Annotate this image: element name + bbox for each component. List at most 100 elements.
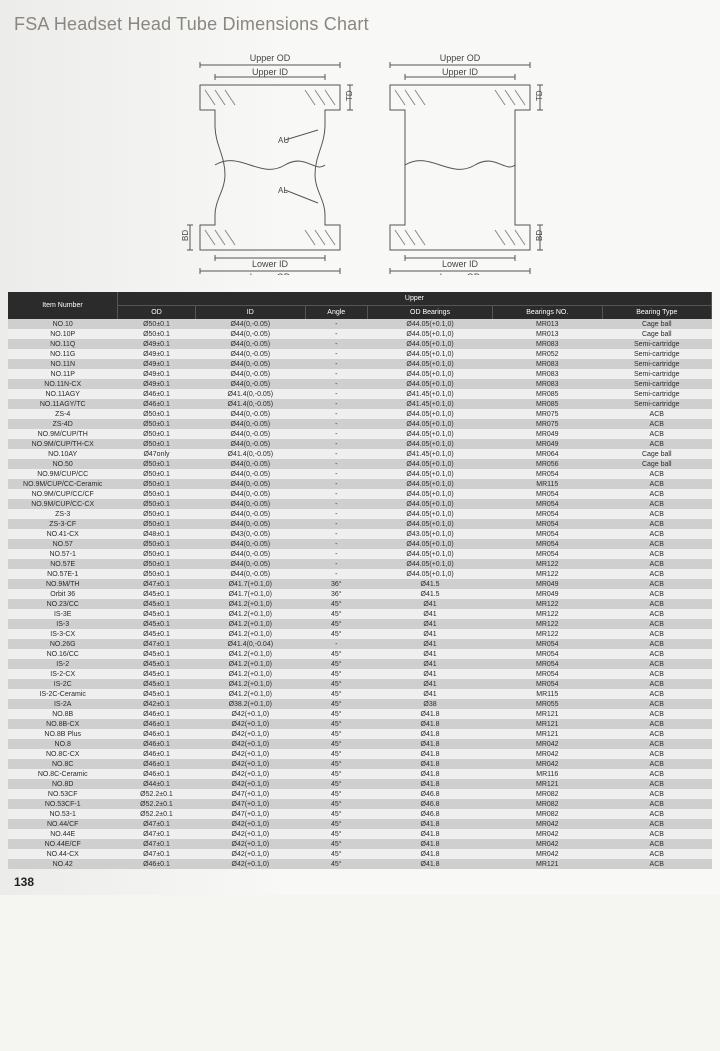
cell-odb: Ø41.8 — [368, 759, 493, 769]
cell-odb: Ø44.05(+0.1,0) — [368, 499, 493, 509]
cell-bt: ACB — [602, 809, 712, 819]
cell-odb: Ø44.05(+0.1,0) — [368, 359, 493, 369]
cell-angle: - — [305, 379, 368, 389]
cell-item: ZS-4 — [8, 409, 117, 419]
cell-id: Ø47(+0.1,0) — [196, 809, 305, 819]
cell-od: Ø50±0.1 — [117, 429, 195, 439]
cell-od: Ø46±0.1 — [117, 719, 195, 729]
cell-od: Ø52.2±0.1 — [117, 789, 195, 799]
cell-item: IS-3 — [8, 619, 117, 629]
cell-od: Ø50±0.1 — [117, 559, 195, 569]
cell-item: NO.9M/CUP/TH — [8, 429, 117, 439]
cell-odb: Ø44.05(+0.1,0) — [368, 349, 493, 359]
cell-od: Ø45±0.1 — [117, 629, 195, 639]
cell-od: Ø45±0.1 — [117, 689, 195, 699]
cell-bno: MR042 — [493, 739, 602, 749]
cell-od: Ø50±0.1 — [117, 499, 195, 509]
table-row: NO.9M/THØ47±0.1Ø41.7(+0.1,0)36°Ø41.5MR04… — [8, 579, 712, 589]
table-row: NO.9M/CUP/THØ50±0.1Ø44(0,-0.05)-Ø44.05(+… — [8, 429, 712, 439]
cell-item: IS-3-CX — [8, 629, 117, 639]
cell-bt: ACB — [602, 729, 712, 739]
cell-bt: ACB — [602, 439, 712, 449]
cell-item: NO.41-CX — [8, 529, 117, 539]
cell-odb: Ø41.8 — [368, 729, 493, 739]
label-upper-od: Upper OD — [250, 53, 291, 63]
cell-angle: 45° — [305, 619, 368, 629]
cell-id: Ø44(0,-0.05) — [196, 409, 305, 419]
cell-od: Ø47±0.1 — [117, 819, 195, 829]
cell-od: Ø46±0.1 — [117, 399, 195, 409]
cell-id: Ø38.2(+0.1,0) — [196, 699, 305, 709]
table-row: IS-3-CXØ45±0.1Ø41.2(+0.1,0)45°Ø41MR122AC… — [8, 629, 712, 639]
cell-odb: Ø41 — [368, 659, 493, 669]
cell-bno: MR055 — [493, 699, 602, 709]
cell-item: NO.57 — [8, 539, 117, 549]
cell-bt: ACB — [602, 679, 712, 689]
cell-odb: Ø44.05(+0.1,0) — [368, 459, 493, 469]
cell-id: Ø42(+0.1,0) — [196, 719, 305, 729]
cell-bno: MR054 — [493, 509, 602, 519]
cell-bno: MR056 — [493, 459, 602, 469]
table-row: NO.11NØ49±0.1Ø44(0,-0.05)-Ø44.05(+0.1,0)… — [8, 359, 712, 369]
cell-odb: Ø44.05(+0.1,0) — [368, 439, 493, 449]
cell-bno: MR116 — [493, 769, 602, 779]
cell-bno: MR085 — [493, 399, 602, 409]
label-lower-id: Lower ID — [252, 259, 289, 269]
cell-id: Ø44(0,-0.05) — [196, 569, 305, 579]
cell-angle: - — [305, 499, 368, 509]
cell-id: Ø41.7(+0.1,0) — [196, 579, 305, 589]
cell-od: Ø46±0.1 — [117, 759, 195, 769]
cell-od: Ø50±0.1 — [117, 459, 195, 469]
table-row: NO.11N-CXØ49±0.1Ø44(0,-0.05)-Ø44.05(+0.1… — [8, 379, 712, 389]
cell-od: Ø44±0.1 — [117, 779, 195, 789]
cell-bno: MR042 — [493, 829, 602, 839]
cell-bno: MR122 — [493, 629, 602, 639]
cell-item: NO.44-CX — [8, 849, 117, 859]
cell-item: NO.9M/CUP/CC-CX — [8, 499, 117, 509]
cell-bt: ACB — [602, 759, 712, 769]
cell-id: Ø44(0,-0.05) — [196, 379, 305, 389]
cell-bno: MR121 — [493, 709, 602, 719]
cell-bt: ACB — [602, 499, 712, 509]
cell-angle: 45° — [305, 779, 368, 789]
cell-bno: MR054 — [493, 529, 602, 539]
cell-bno: MR054 — [493, 679, 602, 689]
cell-angle: 45° — [305, 799, 368, 809]
table-row: IS-3EØ45±0.1Ø41.2(+0.1,0)45°Ø41MR122ACB — [8, 609, 712, 619]
cell-angle: - — [305, 349, 368, 359]
cell-od: Ø46±0.1 — [117, 389, 195, 399]
cell-bno: MR054 — [493, 659, 602, 669]
label-au: AU — [278, 136, 289, 145]
table-row: NO.10AYØ47onlyØ41.4(0,-0.05)-Ø41.45(+0.1… — [8, 449, 712, 459]
cell-bt: ACB — [602, 709, 712, 719]
cell-angle: 45° — [305, 819, 368, 829]
cell-bt: Semi-cartridge — [602, 349, 712, 359]
cell-bt: ACB — [602, 509, 712, 519]
cell-od: Ø49±0.1 — [117, 379, 195, 389]
cell-bt: ACB — [602, 659, 712, 669]
cell-id: Ø42(+0.1,0) — [196, 709, 305, 719]
cell-bno: MR083 — [493, 379, 602, 389]
cell-od: Ø45±0.1 — [117, 609, 195, 619]
cell-bt: ACB — [602, 649, 712, 659]
cell-bno: MR075 — [493, 409, 602, 419]
table-row: NO.8BØ46±0.1Ø42(+0.1,0)45°Ø41.8MR121ACB — [8, 709, 712, 719]
cell-bt: ACB — [602, 409, 712, 419]
cell-odb: Ø41.8 — [368, 779, 493, 789]
cell-bt: ACB — [602, 489, 712, 499]
table-row: NO.53CF-1Ø52.2±0.1Ø47(+0.1,0)45°Ø46.8MR0… — [8, 799, 712, 809]
label-lower-od: Lower OD — [250, 272, 291, 275]
cell-angle: 45° — [305, 669, 368, 679]
cell-odb: Ø44.05(+0.1,0) — [368, 409, 493, 419]
table-row: NO.44EØ47±0.1Ø42(+0.1,0)45°Ø41.8MR042ACB — [8, 829, 712, 839]
cell-bno: MR049 — [493, 439, 602, 449]
page-number: 138 — [14, 875, 712, 889]
cell-bno: MR115 — [493, 689, 602, 699]
cell-odb: Ø44.05(+0.1,0) — [368, 329, 493, 339]
th-bno: Bearings NO. — [493, 306, 602, 320]
cell-id: Ø42(+0.1,0) — [196, 729, 305, 739]
label-td-left: TD — [345, 90, 354, 101]
table-row: NO.8C-CeramicØ46±0.1Ø42(+0.1,0)45°Ø41.8M… — [8, 769, 712, 779]
th-item: Item Number — [8, 292, 117, 319]
table-row: NO.11QØ49±0.1Ø44(0,-0.05)-Ø44.05(+0.1,0)… — [8, 339, 712, 349]
